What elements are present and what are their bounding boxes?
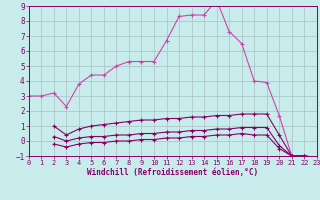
X-axis label: Windchill (Refroidissement éolien,°C): Windchill (Refroidissement éolien,°C) [87, 168, 258, 177]
